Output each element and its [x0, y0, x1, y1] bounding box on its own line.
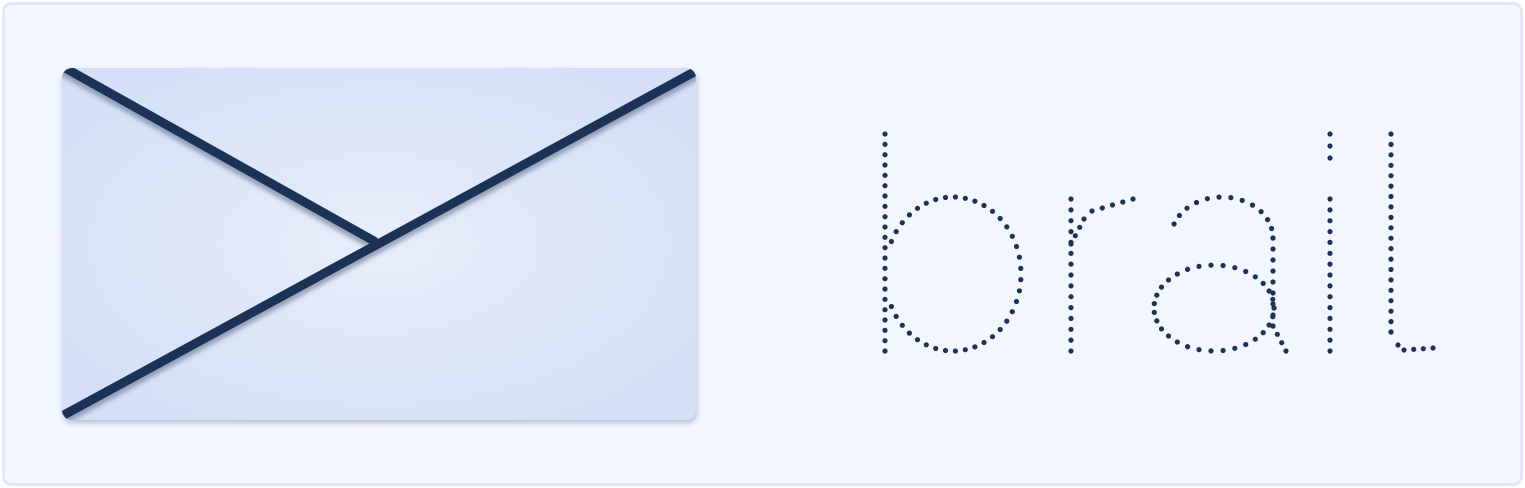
envelope-icon	[62, 68, 696, 420]
dotted-wordmark	[882, 131, 1436, 354]
